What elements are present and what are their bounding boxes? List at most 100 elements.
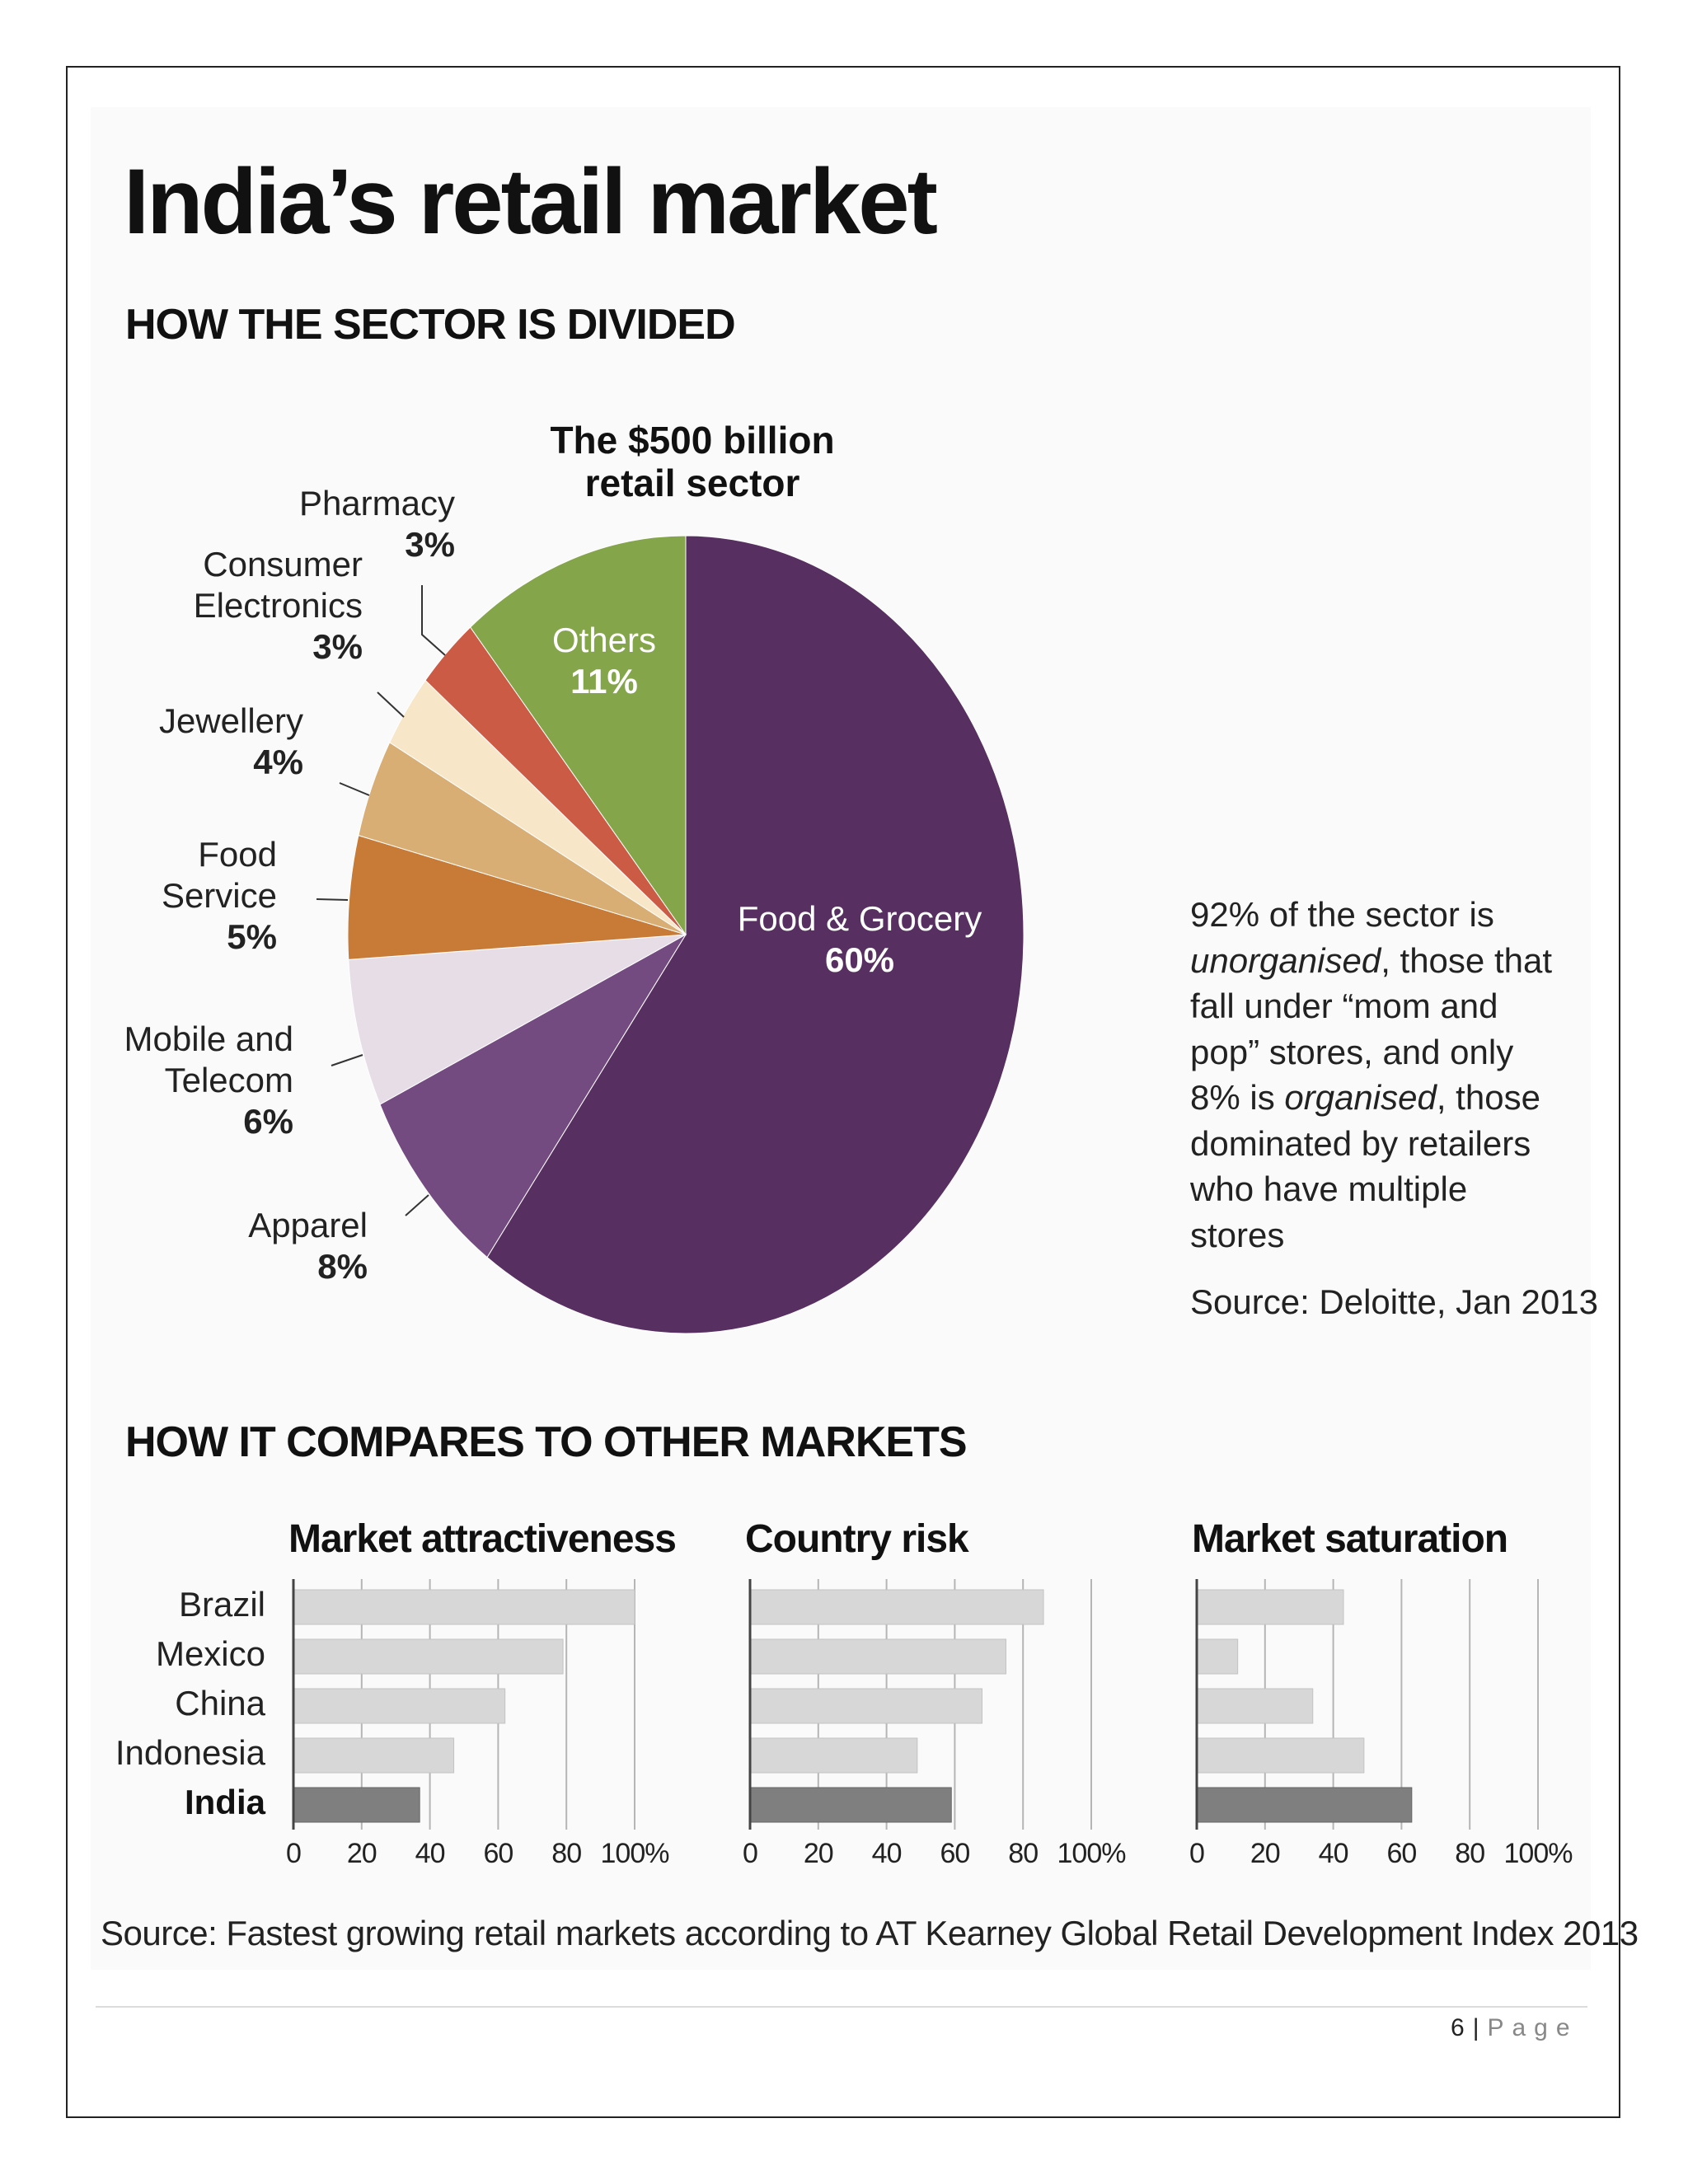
pie-label-value: 8%: [317, 1247, 368, 1286]
pie-label-name: Pharmacy: [298, 484, 455, 523]
x-tick-label: 100%: [1504, 1838, 1573, 1869]
footer-divider: [96, 2006, 1587, 2008]
pie-slice-food-service: [347, 834, 687, 960]
bar-chart-title-market-attractiveness: Market attractiveness: [288, 1517, 677, 1561]
x-tick-label: 80: [1455, 1838, 1484, 1869]
x-tick-label: 60: [1386, 1838, 1416, 1869]
country-label-india: India: [184, 1783, 265, 1821]
pie-label-value: 11%: [570, 662, 638, 701]
bar-market-attractiveness-mexico: [293, 1638, 564, 1675]
section-heading-divided: HOW THE SECTOR IS DIVIDED: [125, 301, 736, 349]
pie-title-line-1: The $500 billion: [550, 419, 835, 462]
pie-label-name: Jewellery: [158, 701, 303, 740]
pie-label-food-grocery: Food & Grocery 60%: [695, 898, 1025, 981]
x-tick-label: 0: [743, 1838, 757, 1869]
x-tick-label: 0: [286, 1838, 301, 1869]
note-emphasis-unorganised: unorganised: [1190, 940, 1381, 980]
bar-market-saturation-india: [1196, 1787, 1413, 1823]
bar-market-saturation-mexico: [1196, 1638, 1239, 1675]
x-tick-label: 80: [551, 1838, 581, 1869]
bars-source: Source: Fastest growing retail markets a…: [101, 1914, 1639, 1952]
pie-slice-food-grocery: [486, 535, 1025, 1334]
pie-label-food-service: Food Service 5%: [0, 834, 277, 958]
country-label-mexico: Mexico: [155, 1634, 265, 1673]
bar-country-risk-mexico: [749, 1638, 1006, 1675]
note-emphasis-organised: organised: [1284, 1078, 1437, 1117]
pie-label-name: Others: [551, 621, 657, 659]
pie-label-apparel: Apparel 8%: [38, 1205, 368, 1287]
page-footer: 6 | Page: [1451, 2014, 1578, 2042]
x-tick-label: 80: [1008, 1838, 1038, 1869]
bar-chart-title-market-saturation: Market saturation: [1192, 1517, 1508, 1561]
sector-note: 92% of the sector is unorganised, those …: [1190, 892, 1569, 1258]
bar-market-saturation-brazil: [1196, 1589, 1344, 1625]
bar-market-saturation-indonesia: [1196, 1737, 1365, 1774]
country-label-brazil: Brazil: [178, 1585, 265, 1624]
pie-label-consumer-electronics: Consumer Electronics 3%: [33, 544, 363, 668]
section-heading-compares: HOW IT COMPARES TO OTHER MARKETS: [125, 1418, 968, 1466]
bar-country-risk-brazil: [749, 1589, 1044, 1625]
pie-label-name: Apparel: [248, 1206, 368, 1244]
pie-leader-apparel: [405, 1194, 429, 1216]
pie-leader-consumer-electronics: [377, 691, 405, 718]
pie-slice-apparel: [379, 933, 687, 1258]
x-tick-label: 20: [804, 1838, 833, 1869]
bar-market-attractiveness-indonesia: [293, 1737, 455, 1774]
x-tick-label: 0: [1189, 1838, 1204, 1869]
pie-slice-mobile-and-telecom: [348, 934, 687, 1105]
page-title: India’s retail market: [124, 150, 938, 253]
bar-market-attractiveness-china: [293, 1688, 506, 1724]
pie-chart-title: The $500 billion retail sector: [528, 419, 857, 504]
pie-label-value: 5%: [227, 917, 277, 956]
page-word: Page: [1487, 2014, 1578, 2041]
bar-market-attractiveness-brazil: [293, 1589, 635, 1625]
x-tick-label: 60: [940, 1838, 969, 1869]
x-tick-label: 40: [872, 1838, 902, 1869]
note-text-3: , those dominated by retailers who have …: [1190, 1078, 1540, 1254]
pie-label-pharmacy: Pharmacy 3%: [125, 483, 455, 565]
note-text-1: 92% of the sector is: [1190, 895, 1494, 934]
pie-title-line-2: retail sector: [584, 462, 800, 504]
bar-market-attractiveness-india: [293, 1787, 420, 1823]
page-number: 6: [1451, 2014, 1465, 2041]
country-labels: Brazil Mexico China Indonesia India: [82, 0, 265, 1896]
pie-label-value: 3%: [405, 525, 455, 564]
pie-label-others: Others 11%: [439, 620, 769, 702]
pie-label-mobile-and-telecom: Mobile and Telecom 6%: [0, 1019, 293, 1142]
pie-label-value: 4%: [253, 743, 303, 781]
bar-market-saturation-china: [1196, 1688, 1314, 1724]
pie-leader-jewellery: [339, 782, 370, 796]
pie-source: Source: Deloitte, Jan 2013: [1190, 1282, 1598, 1321]
pie-label-name: Consumer: [203, 545, 363, 583]
pie-label-jewellery: Jewellery 4%: [0, 701, 303, 783]
pie-label-name: Food & Grocery: [737, 899, 982, 938]
x-tick-label: 100%: [601, 1838, 670, 1869]
x-tick-label: 40: [1319, 1838, 1348, 1869]
bar-country-risk-indonesia: [749, 1737, 918, 1774]
x-tick-label: 40: [415, 1838, 445, 1869]
pie-leader-food-service: [316, 898, 349, 901]
pie-label-name: Mobile and: [124, 1019, 293, 1058]
pie-label-value: 6%: [243, 1102, 293, 1141]
pie-leader-pharmacy: [421, 585, 446, 656]
pie-label-name: Electronics: [193, 586, 363, 625]
country-label-indonesia: Indonesia: [115, 1733, 265, 1772]
pie-slice-others: [470, 535, 687, 936]
pie-label-value: 60%: [824, 940, 895, 979]
bar-chart-title-country-risk: Country risk: [745, 1517, 969, 1561]
pie-label-value: 3%: [312, 627, 363, 666]
country-label-china: China: [175, 1684, 265, 1722]
pie-label-name: Service: [161, 876, 277, 915]
note-text-2: , those that fall under “mom and pop” st…: [1190, 940, 1552, 1118]
pie-label-name: Food: [198, 835, 277, 874]
bar-country-risk-china: [749, 1688, 983, 1724]
footer-separator: |: [1472, 2014, 1479, 2041]
x-tick-label: 100%: [1057, 1838, 1127, 1869]
x-tick-label: 20: [347, 1838, 377, 1869]
bar-country-risk-india: [749, 1787, 952, 1823]
pie-label-name: Telecom: [164, 1061, 293, 1099]
x-tick-label: 60: [483, 1838, 513, 1869]
pie-leader-mobile-and-telecom: [331, 1054, 363, 1066]
